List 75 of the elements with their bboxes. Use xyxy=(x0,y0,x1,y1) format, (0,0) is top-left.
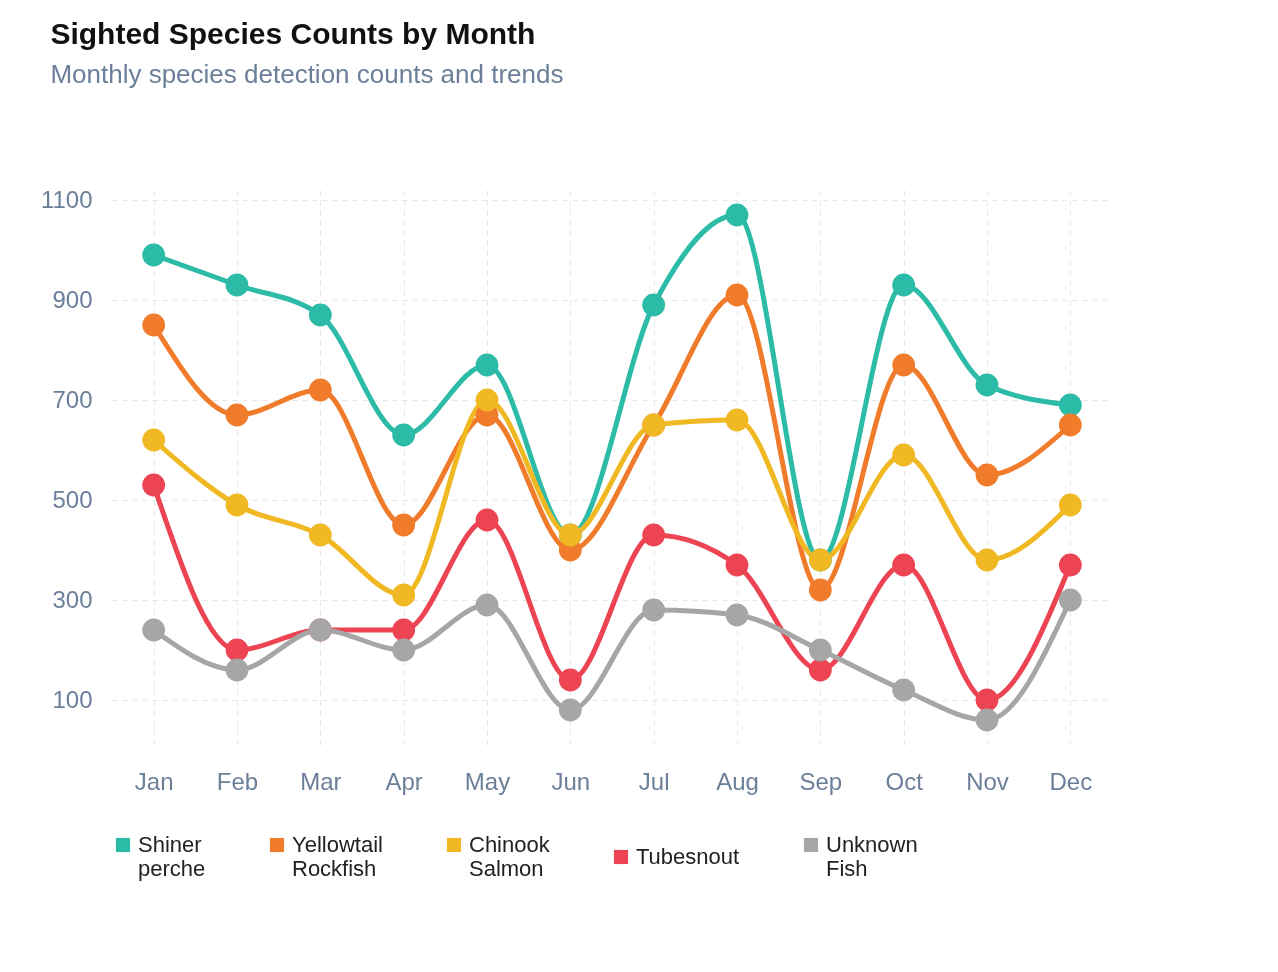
point xyxy=(892,443,916,467)
point xyxy=(642,293,666,317)
x-tick-label: Sep xyxy=(799,767,843,795)
y-tick-label: 700 xyxy=(52,385,93,413)
y-tick-label: 300 xyxy=(52,585,93,613)
point xyxy=(975,463,999,487)
chart-title: Sighted Species Counts by Month xyxy=(50,17,536,50)
point xyxy=(225,273,249,297)
point xyxy=(1058,393,1082,417)
point xyxy=(808,638,832,662)
point xyxy=(225,658,249,682)
point xyxy=(475,593,499,617)
x-tick-label: Mar xyxy=(300,767,342,795)
x-tick-label: Nov xyxy=(966,767,1009,795)
point xyxy=(142,428,166,452)
point xyxy=(392,513,416,537)
point xyxy=(725,408,749,432)
legend-label: Yellowtail Rockfish xyxy=(292,832,383,881)
point xyxy=(808,658,832,682)
x-tick-label: Apr xyxy=(385,767,423,795)
point xyxy=(392,638,416,662)
point xyxy=(142,243,166,267)
y-tick-label: 100 xyxy=(52,685,93,713)
point xyxy=(892,678,916,702)
point xyxy=(1058,413,1082,437)
point xyxy=(1058,588,1082,612)
x-tick-label: Jun xyxy=(551,767,591,795)
x-tick-label: May xyxy=(464,767,511,795)
point xyxy=(975,373,999,397)
point xyxy=(475,508,499,532)
legend-label: Tubesnout xyxy=(636,844,740,869)
point xyxy=(308,303,332,327)
point xyxy=(142,313,166,337)
point xyxy=(1058,553,1082,577)
x-tick-label: Oct xyxy=(885,767,924,795)
x-tick-label: Jan xyxy=(134,767,174,795)
point xyxy=(725,603,749,627)
point xyxy=(142,618,166,642)
point xyxy=(475,353,499,377)
point xyxy=(558,668,582,692)
point xyxy=(475,388,499,412)
point xyxy=(892,553,916,577)
legend-label: Unknown Fish xyxy=(826,832,918,881)
legend-label: Shiner perche xyxy=(138,832,206,881)
x-tick-label: Jul xyxy=(638,767,670,795)
legend-label: Chinook Salmon xyxy=(469,832,551,881)
x-tick-label: Dec xyxy=(1049,767,1093,795)
point xyxy=(642,598,666,622)
point xyxy=(725,553,749,577)
point xyxy=(308,523,332,547)
point xyxy=(725,283,749,307)
point xyxy=(642,523,666,547)
point xyxy=(725,203,749,227)
x-tick-label: Feb xyxy=(216,767,259,795)
point xyxy=(892,353,916,377)
point xyxy=(1058,493,1082,517)
point xyxy=(892,273,916,297)
point xyxy=(392,423,416,447)
point xyxy=(225,403,249,427)
point xyxy=(975,708,999,732)
point xyxy=(225,493,249,517)
y-tick-label: 500 xyxy=(52,485,93,513)
y-tick-label: 900 xyxy=(52,285,93,313)
point xyxy=(975,548,999,572)
point xyxy=(308,378,332,402)
point xyxy=(225,638,249,662)
point xyxy=(808,578,832,602)
y-tick-label: 1100 xyxy=(40,185,93,213)
point xyxy=(975,688,999,712)
point xyxy=(558,698,582,722)
point xyxy=(142,473,166,497)
chart-subtitle: Monthly species detection counts and trends xyxy=(50,59,564,89)
x-tick-label: Aug xyxy=(716,767,759,795)
point xyxy=(392,583,416,607)
point xyxy=(392,618,416,642)
